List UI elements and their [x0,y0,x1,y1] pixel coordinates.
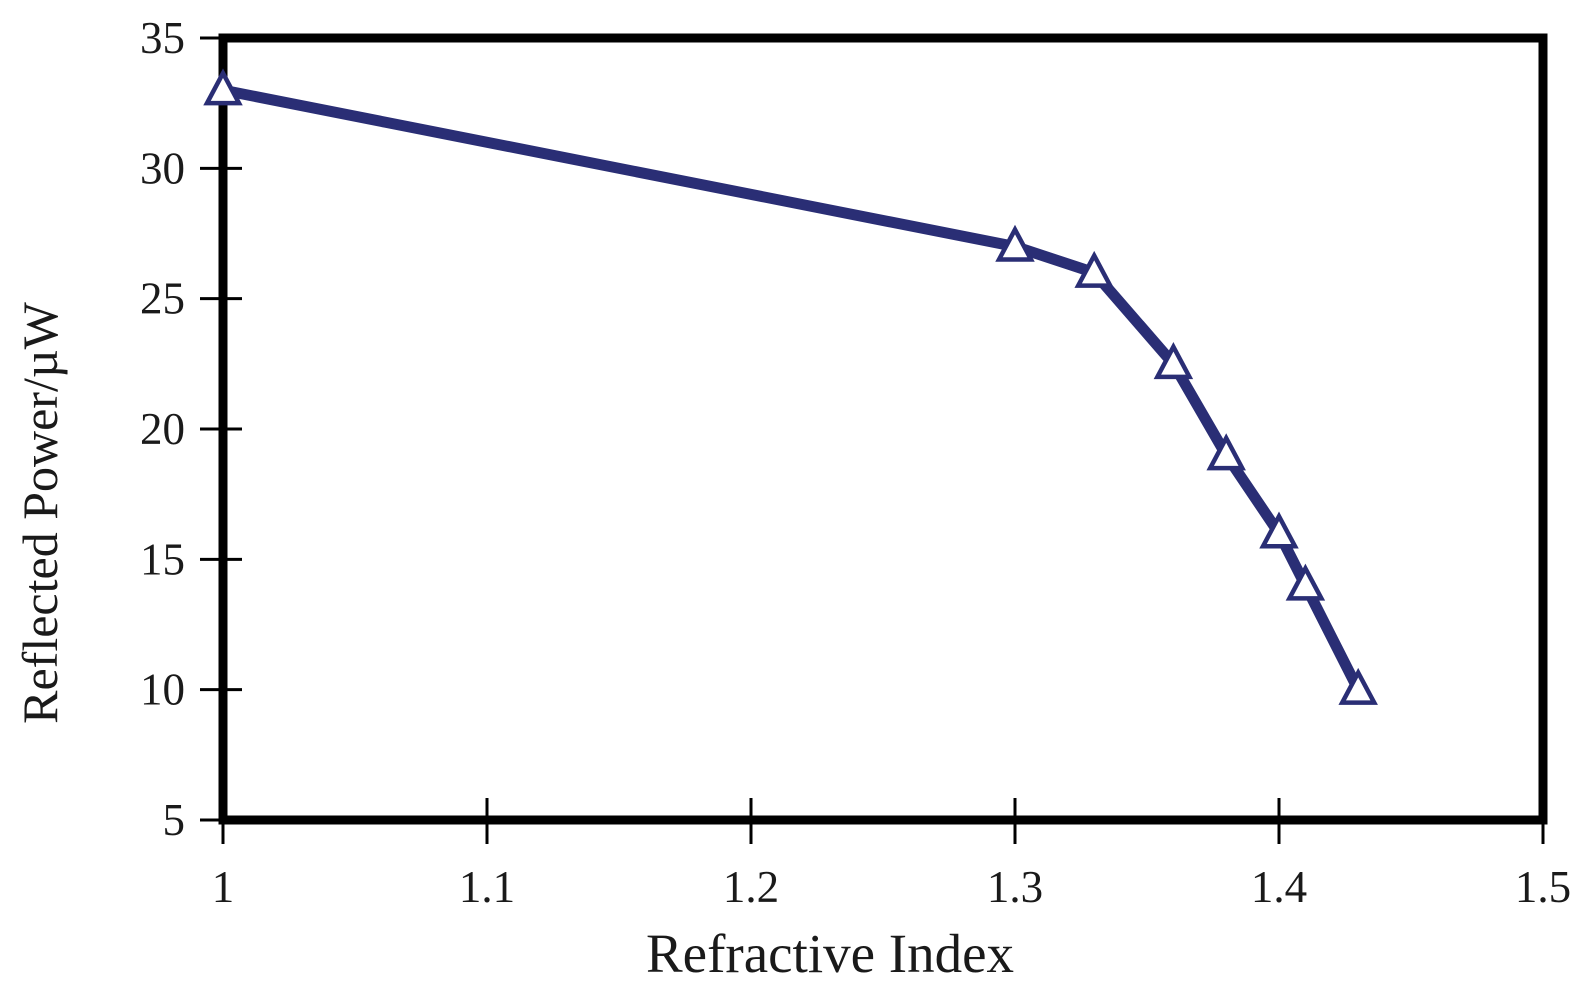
x-tick-label: 1.5 [1515,862,1571,912]
y-tick-label: 25 [140,274,185,324]
data-point-marker [1259,511,1299,549]
x-tick-label: 1.4 [1251,862,1307,912]
x-tick-label: 1.2 [723,862,779,912]
y-tick-label: 5 [163,795,186,845]
data-point-marker [1285,563,1326,601]
y-tick-label: 15 [140,534,185,584]
data-point-marker [1074,250,1114,288]
y-tick-label: 20 [140,404,185,454]
data-point-marker [1338,667,1378,705]
data-point-marker [203,68,243,106]
data-point-marker [1206,433,1246,471]
data-line [217,84,1364,696]
y-tick-label: 30 [140,143,185,193]
x-tick-label: 1.3 [987,862,1043,912]
x-tick-label: 1.1 [459,862,515,912]
y-axis-label: Reflected Power/µW [12,301,68,724]
data-point-marker [1153,342,1194,380]
data-point-marker [995,224,1035,262]
x-axis-label: Refractive Index [646,923,1014,984]
x-tick-label: 1 [212,862,235,912]
y-tick-label: 10 [140,665,185,715]
y-tick-label: 35 [140,13,185,63]
